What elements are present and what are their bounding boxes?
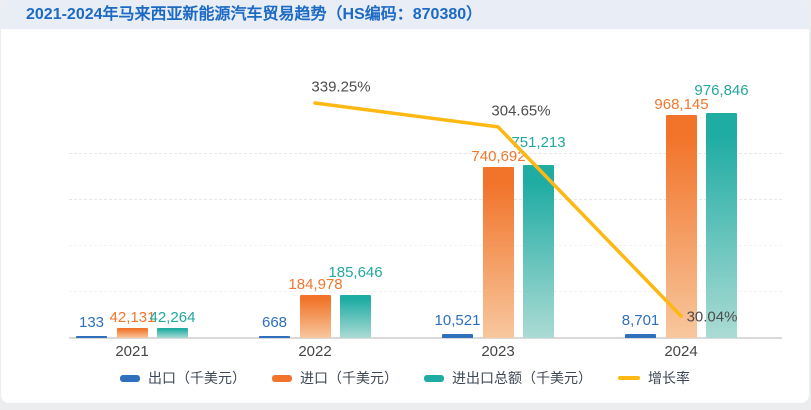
bar-export-2023 bbox=[442, 334, 473, 338]
legend-item-total: 进出口总额（千美元） bbox=[424, 368, 592, 388]
legend-swatch-export bbox=[120, 374, 140, 382]
label-import-2024: 968,145 bbox=[654, 96, 709, 113]
label-total-2022: 185,646 bbox=[328, 264, 383, 282]
label-import-2021: 42,131 bbox=[109, 309, 156, 327]
title-bar: 2021-2024年马来西亚新能源汽车贸易趋势（HS编码：870380） bbox=[1, 0, 809, 29]
bar-total-2023 bbox=[523, 164, 554, 338]
label-export-2024: 8,701 bbox=[621, 312, 660, 330]
bar-total-2022 bbox=[340, 295, 371, 338]
bar-import-2021 bbox=[117, 328, 148, 338]
x-tick-2024: 2024 bbox=[664, 343, 698, 360]
x-tick-2023: 2023 bbox=[481, 343, 515, 360]
label-export-2023: 10,521 bbox=[434, 312, 481, 330]
legend-item-import: 进口（千美元） bbox=[272, 368, 398, 388]
label-import-2023: 740,692 bbox=[471, 148, 526, 166]
label-export-2021: 133 bbox=[78, 314, 105, 331]
legend-swatch-growth bbox=[618, 376, 640, 380]
x-axis-line bbox=[69, 337, 782, 339]
bar-import-2023 bbox=[483, 167, 514, 338]
x-tick-2022: 2022 bbox=[298, 343, 332, 360]
label-growth-2023: 304.65% bbox=[491, 102, 551, 120]
legend-label-export: 出口（千美元） bbox=[148, 370, 246, 386]
label-growth-2022: 339.25% bbox=[311, 78, 371, 96]
bar-total-2024 bbox=[706, 113, 737, 338]
bar-export-2024 bbox=[625, 334, 656, 338]
page-title: 2021-2024年马来西亚新能源汽车贸易趋势（HS编码：870380） bbox=[26, 6, 483, 23]
legend-label-import: 进口（千美元） bbox=[300, 370, 398, 386]
label-total-2023: 751,213 bbox=[511, 133, 566, 151]
bar-total-2021 bbox=[157, 328, 188, 338]
bar-export-2021 bbox=[76, 336, 107, 338]
legend: 出口（千美元） 进口（千美元） 进出口总额（千美元） 增长率 bbox=[1, 368, 809, 388]
legend-label-growth: 增长率 bbox=[648, 370, 690, 386]
bar-import-2024 bbox=[666, 115, 697, 338]
label-growth-2024: 30.04% bbox=[686, 308, 738, 326]
bar-import-2022 bbox=[300, 295, 331, 338]
legend-swatch-total bbox=[424, 374, 444, 382]
chart-card: 2021-2024年马来西亚新能源汽车贸易趋势（HS编码：870380） 133… bbox=[1, 0, 809, 403]
legend-swatch-import bbox=[272, 374, 292, 382]
label-export-2022: 668 bbox=[261, 314, 288, 331]
label-total-2021: 42,264 bbox=[149, 309, 196, 327]
legend-item-export: 出口（千美元） bbox=[120, 368, 246, 388]
x-tick-2021: 2021 bbox=[115, 343, 149, 360]
legend-item-growth: 增长率 bbox=[618, 368, 690, 388]
bar-export-2022 bbox=[259, 336, 290, 338]
label-total-2024: 976,846 bbox=[694, 82, 749, 99]
legend-label-total: 进出口总额（千美元） bbox=[452, 370, 592, 386]
